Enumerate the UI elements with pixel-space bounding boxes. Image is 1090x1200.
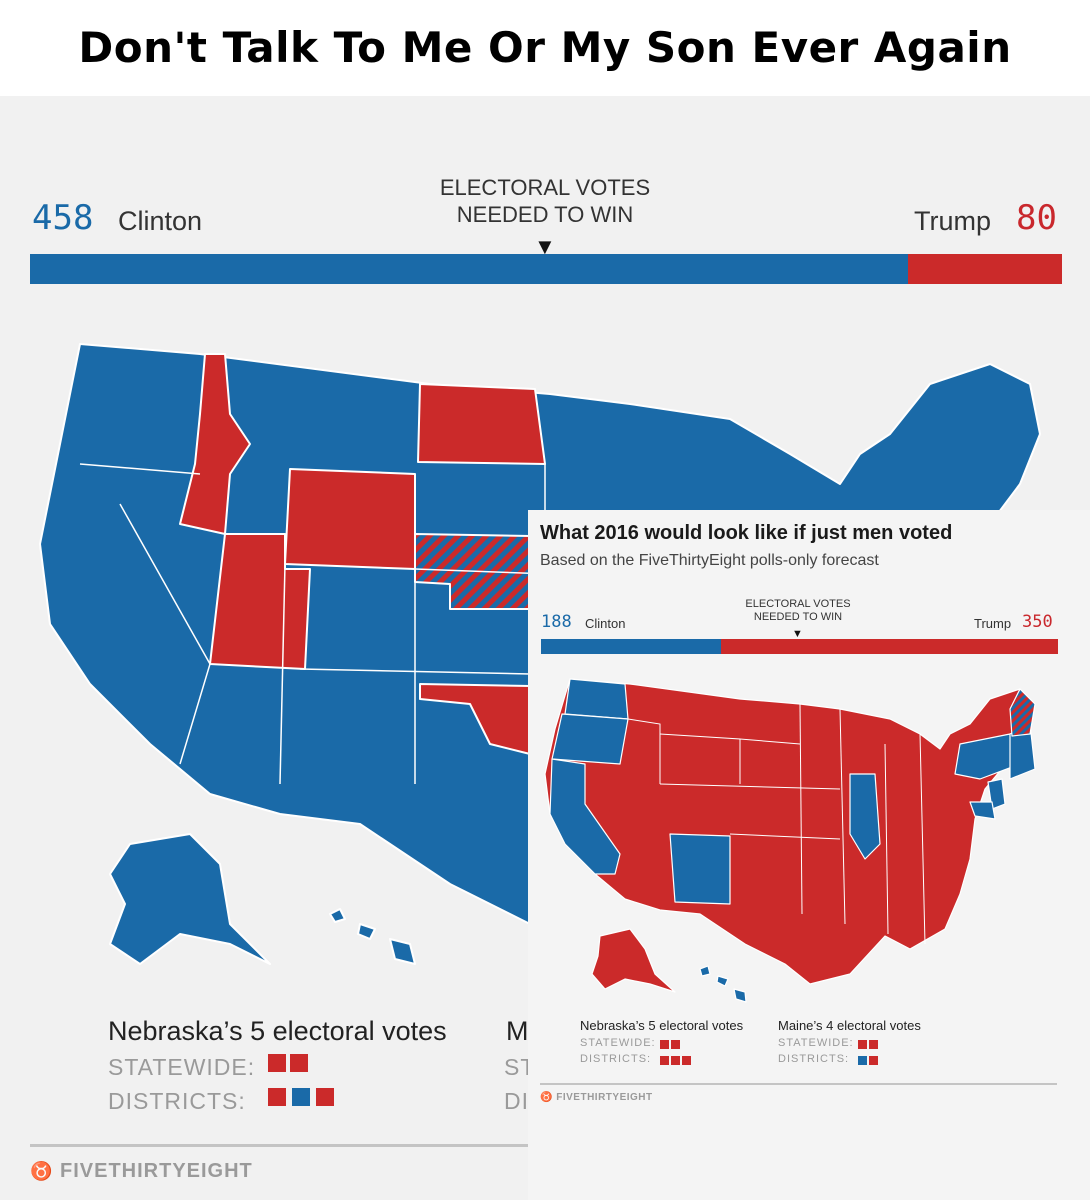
nebraska-statewide-label: STATEWIDE: <box>108 1054 256 1080</box>
legend-square-red <box>268 1088 286 1106</box>
inset-state-new-mexico <box>669 833 731 905</box>
legend-square-red <box>660 1040 669 1050</box>
inset-state-oregon <box>551 713 629 765</box>
inset-state-california <box>549 758 621 875</box>
inset-state-maryland-delaware <box>969 801 996 820</box>
legend-square-red <box>869 1040 878 1050</box>
inset-state-new-york <box>954 733 1021 780</box>
needed-marker-icon: ▼ <box>534 234 556 259</box>
inset-headline: What 2016 would look like if just men vo… <box>540 522 953 544</box>
legend-square-red <box>671 1056 680 1066</box>
trump-vote-count: 80 <box>1016 198 1057 238</box>
maine-districts-fragment: DI <box>504 1088 529 1114</box>
inset-needed-line-2: NEEDED TO WIN <box>753 611 843 623</box>
state-alaska <box>109 833 271 965</box>
fivethirtyeight-fox-icon: ♉ <box>30 1161 54 1181</box>
men-only-vote-map <box>544 678 1036 1003</box>
inset-maine-statewide-squares <box>858 1036 880 1054</box>
state-hawaii <box>329 908 416 965</box>
nebraska-legend-title: Nebraska’s 5 electoral votes <box>108 1016 447 1046</box>
inset-nebraska-statewide-label: STATEWIDE: <box>580 1037 656 1049</box>
inset-clinton-vote-count: 188 <box>541 612 572 632</box>
legend-square-red <box>316 1088 334 1106</box>
inset-maine-title: Maine’s 4 electoral votes <box>778 1018 921 1033</box>
clinton-label: Clinton <box>118 206 203 236</box>
inset-clinton-label: Clinton <box>585 616 626 631</box>
inset-brand-footer: ♉ FIVETHIRTYEIGHT <box>540 1092 653 1103</box>
inset-us-continental-shape <box>544 678 1036 985</box>
inset-electoral-vote-bar <box>541 639 1058 654</box>
inset-nebraska-districts-squares <box>660 1052 693 1070</box>
trump-label: Trump <box>914 206 992 236</box>
clinton-bar-segment <box>30 254 909 284</box>
legend-square-red <box>660 1056 669 1066</box>
inset-maine-districts-label: DISTRICTS: <box>778 1053 850 1065</box>
legend-square-red <box>858 1040 867 1050</box>
inset-maine-districts-squares <box>858 1052 880 1070</box>
inset-nebraska-title: Nebraska’s 5 electoral votes <box>580 1018 744 1033</box>
nebraska-districts-label: DISTRICTS: <box>108 1088 246 1114</box>
legend-square-red <box>682 1056 691 1066</box>
legend-square-red <box>268 1054 286 1072</box>
brand-name: FIVETHIRTYEIGHT <box>59 1160 253 1182</box>
legend-square-red <box>290 1054 308 1072</box>
needed-line-2: NEEDED TO WIN <box>456 202 634 227</box>
inset-needed-line-1: ELECTORAL VOTES <box>745 598 851 610</box>
needed-to-win-label: ELECTORAL VOTES NEEDED TO WIN <box>380 174 710 228</box>
inset-state-washington <box>564 678 629 720</box>
inset-subhead: Based on the FiveThirtyEight polls-only … <box>540 552 879 569</box>
inset-graphic: What 2016 would look like if just men vo… <box>528 510 1090 1200</box>
inset-nebraska-statewide-squares <box>660 1036 682 1054</box>
clinton-vote-count: 458 <box>32 198 94 238</box>
inset-maine-statewide-label: STATEWIDE: <box>778 1037 854 1049</box>
legend-square-red <box>869 1056 878 1066</box>
state-wyoming <box>284 468 416 570</box>
inset-brand-name: FIVETHIRTYEIGHT <box>556 1092 653 1103</box>
inset-state-illinois <box>849 773 881 860</box>
legend-square-blue <box>858 1056 867 1066</box>
inset-needed-to-win-label: ELECTORAL VOTES NEEDED TO WIN <box>718 598 878 624</box>
state-north-dakota <box>417 383 546 465</box>
inset-nebraska-districts-label: DISTRICTS: <box>580 1053 652 1065</box>
inset-fivethirtyeight-fox-icon: ♉ <box>540 1092 553 1103</box>
inset-state-hawaii <box>699 965 747 1003</box>
inset-clinton-bar-segment <box>541 639 722 654</box>
maine-legend-title-fragment: M <box>506 1016 529 1046</box>
inset-footer-divider <box>540 1083 1057 1085</box>
inset-trump-vote-count: 350 <box>1022 612 1053 632</box>
legend-square-red <box>671 1040 680 1050</box>
brand-footer: ♉ FIVETHIRTYEIGHT <box>30 1160 253 1183</box>
electoral-vote-bar <box>30 254 1062 284</box>
needed-line-1: ELECTORAL VOTES <box>439 175 651 200</box>
nebraska-districts-squares <box>268 1088 340 1106</box>
nebraska-statewide-squares <box>268 1054 312 1072</box>
meme-caption: Don't Talk To Me Or My Son Ever Again <box>0 0 1090 96</box>
state-idaho <box>179 353 251 535</box>
legend-square-blue <box>292 1088 310 1106</box>
inset-needed-marker-icon: ▼ <box>792 628 803 640</box>
inset-state-maine <box>1009 688 1036 737</box>
inset-state-alaska <box>591 928 676 993</box>
inset-trump-label: Trump <box>974 616 1012 631</box>
